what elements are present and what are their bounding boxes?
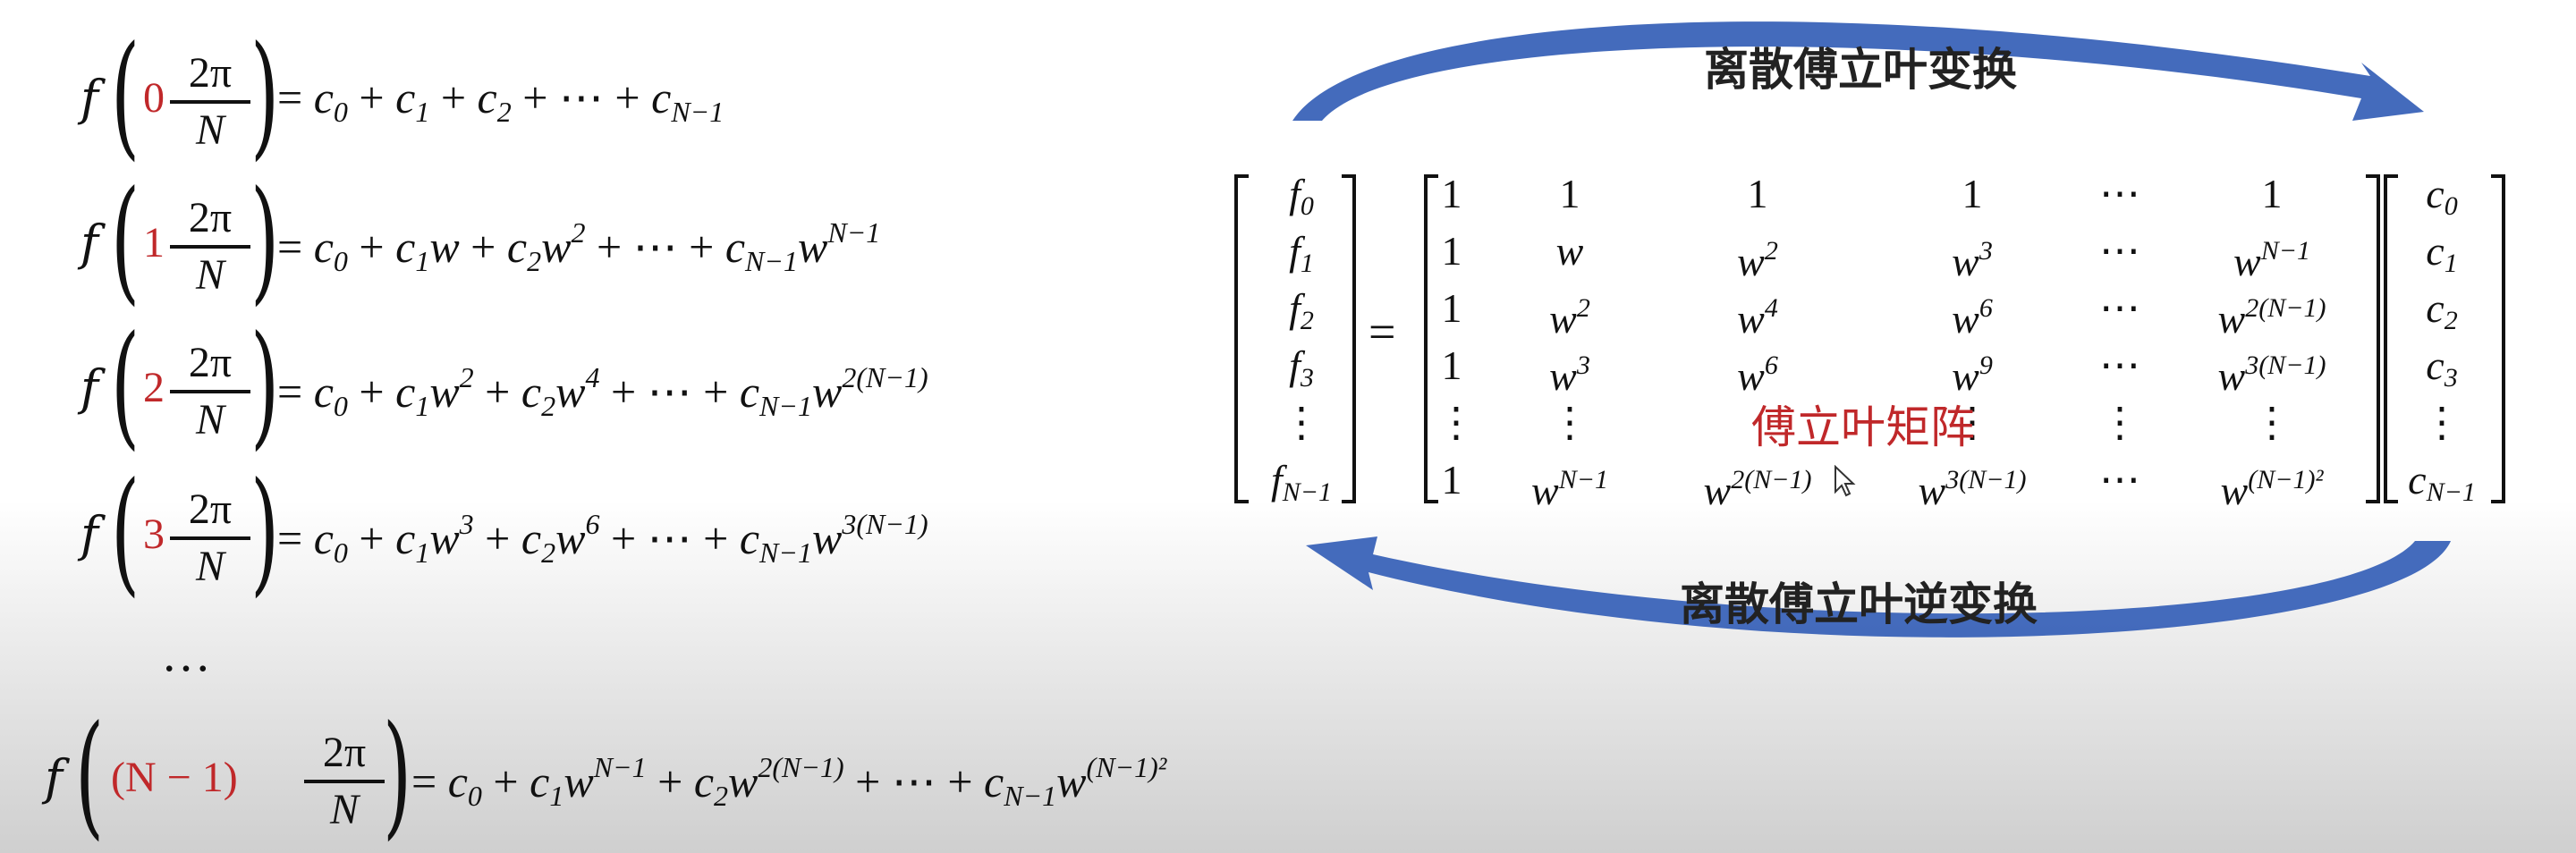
c-vector-left-bracket	[2384, 174, 2398, 503]
coefficient: 0	[143, 74, 165, 122]
matrix-column-3: 1 w3 w6 w9 ⋮ w3(N−1)	[1918, 171, 2027, 513]
f-symbol: f	[80, 215, 98, 271]
f-vector: f0 f1 f2 f3 ⋮ fN−1	[1270, 171, 1333, 507]
f-vector-left-bracket	[1234, 174, 1249, 503]
matrix-column-2: 1 w2 w4 w6 w2(N−1)	[1703, 171, 1812, 513]
equation-last: f ( (N − 1) 2π N ) = c0 + c1wN−1 + c2w2(N…	[45, 697, 1167, 853]
f-symbol: f	[80, 359, 98, 416]
fourier-matrix-label: 傅立叶矩阵	[1751, 401, 1975, 453]
equals-sign: =	[1368, 305, 1396, 359]
fraction-2pi-over-n: 2π N	[170, 197, 250, 297]
mouse-pointer-icon	[1835, 465, 1856, 497]
coefficient: (N − 1)	[111, 754, 238, 801]
f-symbol: f	[45, 749, 63, 806]
equation-rhs: = c0 + c1w3 + c2w6 + ⋯ + cN−1w3(N−1)	[277, 508, 928, 569]
equation-rhs: = c0 + c1w + c2w2 + ⋯ + cN−1wN−1	[277, 216, 881, 277]
matrix-column-0: 1 1 1 1 ⋮ 1	[1436, 171, 1477, 503]
matrix-left-bracket	[1424, 174, 1438, 503]
inverse-arrow	[1306, 536, 2451, 638]
coefficient: 2	[143, 364, 165, 411]
equation-rhs: = c0 + c1wN−1 + c2w2(N−1) + ⋯ + cN−1w(N−…	[411, 751, 1167, 812]
fraction-2pi-over-n: 2π N	[170, 342, 250, 442]
coefficient: 1	[143, 219, 165, 266]
matrix-right-bracket	[2366, 174, 2380, 503]
equation-rhs: = c0 + c1w2 + c2w4 + ⋯ + cN−1w2(N−1)	[277, 361, 928, 422]
matrix-column-1: 1 w w2 w3 ⋮ wN−1	[1531, 171, 1608, 513]
equation-0: f ( 0 2π N ) = c0 + c1 + c2 + ⋯ + cN−1	[80, 18, 724, 173]
matrix-column-dots: ⋯ ⋯ ⋯ ⋯ ⋮ ⋯	[2099, 171, 2140, 503]
f-vector-right-bracket	[1342, 174, 1356, 503]
f-symbol: f	[80, 70, 98, 126]
matrix-column-last: 1 wN−1 w2(N−1) w3(N−1) ⋮ w(N−1)²	[2217, 171, 2326, 513]
fraction-2pi-over-n: 2π N	[170, 488, 250, 588]
forward-arrow	[1292, 21, 2424, 121]
equation-3: f ( 3 2π N ) = c0 + c1w3 + c2w6 + ⋯ + cN−…	[80, 454, 928, 610]
f-symbol: f	[80, 506, 98, 562]
equation-rhs: = c0 + c1 + c2 + ⋯ + cN−1	[277, 72, 724, 128]
fraction-2pi-over-n: 2π N	[304, 731, 385, 832]
idft-label: 离散傅立叶逆变换	[1680, 579, 2038, 630]
dft-label: 离散傅立叶变换	[1704, 44, 2017, 96]
c-vector: c0 c1 c2 c3 ⋮ cN−1	[2408, 171, 2476, 507]
equation-2: f ( 2 2π N ) = c0 + c1w2 + c2w4 + ⋯ + cN−…	[80, 308, 928, 463]
c-vector-right-bracket	[2491, 174, 2505, 503]
fraction-2pi-over-n: 2π N	[170, 52, 250, 152]
ellipsis: …	[161, 627, 211, 682]
coefficient: 3	[143, 511, 165, 558]
equation-1: f ( 1 2π N ) = c0 + c1w + c2w2 + ⋯ + cN−1…	[80, 163, 881, 318]
